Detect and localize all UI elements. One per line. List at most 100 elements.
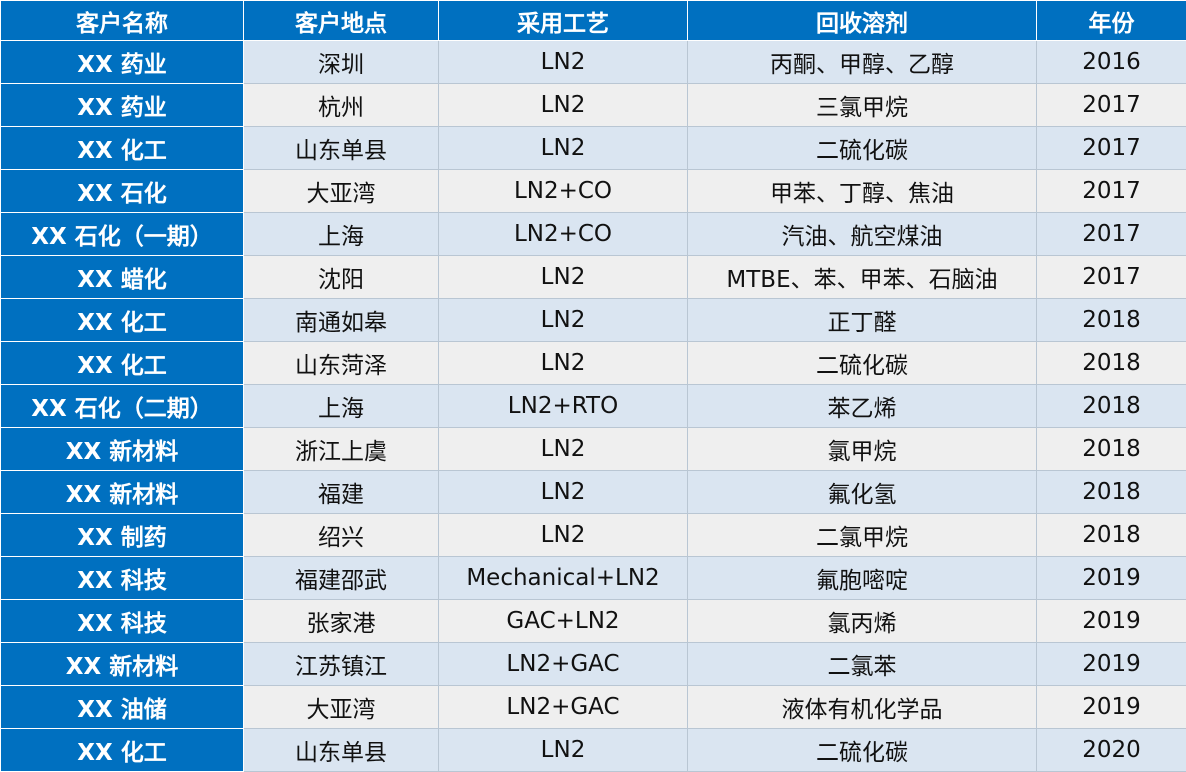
table-cell: 张家港	[244, 600, 439, 643]
customer-cell: XX 石化（一期）	[1, 213, 244, 256]
table-cell: 2018	[1037, 299, 1186, 342]
header-cell: 客户名称	[1, 1, 244, 41]
table-cell: 苯乙烯	[688, 385, 1037, 428]
table-cell: GAC+LN2	[439, 600, 688, 643]
table-cell: 甲苯、丁醇、焦油	[688, 170, 1037, 213]
table-cell: 二氯苯	[688, 643, 1037, 686]
customer-cell: XX 石化	[1, 170, 244, 213]
table-cell: 2017	[1037, 84, 1186, 127]
table-cell: 三氯甲烷	[688, 84, 1037, 127]
table-cell: 二硫化碳	[688, 729, 1037, 772]
customer-cell: XX 化工	[1, 342, 244, 385]
header-cell: 客户地点	[244, 1, 439, 41]
table-cell: LN2	[439, 127, 688, 170]
table-cell: LN2	[439, 41, 688, 84]
table-cell: 上海	[244, 385, 439, 428]
table-cell: 氟胞嘧啶	[688, 557, 1037, 600]
table-cell: 氯丙烯	[688, 600, 1037, 643]
table-cell: LN2	[439, 256, 688, 299]
table-cell: 杭州	[244, 84, 439, 127]
table-cell: LN2	[439, 514, 688, 557]
table-cell: 二硫化碳	[688, 127, 1037, 170]
table-cell: LN2+CO	[439, 213, 688, 256]
table-cell: 大亚湾	[244, 686, 439, 729]
customer-cell: XX 化工	[1, 299, 244, 342]
table-cell: 深圳	[244, 41, 439, 84]
table-cell: LN2	[439, 84, 688, 127]
customer-cell: XX 药业	[1, 41, 244, 84]
table-cell: 绍兴	[244, 514, 439, 557]
table-cell: 福建	[244, 471, 439, 514]
table-cell: 江苏镇江	[244, 643, 439, 686]
table-cell: 2018	[1037, 471, 1186, 514]
table-cell: Mechanical+LN2	[439, 557, 688, 600]
customer-cell: XX 油储	[1, 686, 244, 729]
customer-cell: XX 新材料	[1, 428, 244, 471]
customer-cell: XX 科技	[1, 557, 244, 600]
table-cell: LN2	[439, 471, 688, 514]
table-cell: 2019	[1037, 686, 1186, 729]
table-cell: LN2+CO	[439, 170, 688, 213]
table-cell: 山东单县	[244, 729, 439, 772]
customer-cell: XX 新材料	[1, 471, 244, 514]
table-cell: 二氯甲烷	[688, 514, 1037, 557]
table-cell: 2018	[1037, 342, 1186, 385]
header-cell: 回收溶剂	[688, 1, 1037, 41]
customer-cell: XX 化工	[1, 127, 244, 170]
table-cell: 2017	[1037, 170, 1186, 213]
table-cell: LN2	[439, 729, 688, 772]
table-cell: 2019	[1037, 643, 1186, 686]
table-cell: 上海	[244, 213, 439, 256]
table-cell: LN2+RTO	[439, 385, 688, 428]
customer-cell: XX 化工	[1, 729, 244, 772]
table-cell: 2017	[1037, 213, 1186, 256]
customer-cell: XX 科技	[1, 600, 244, 643]
table-cell: 2020	[1037, 729, 1186, 772]
table-cell: 2019	[1037, 600, 1186, 643]
table-cell: 浙江上虞	[244, 428, 439, 471]
customer-cell: XX 制药	[1, 514, 244, 557]
table-cell: LN2+GAC	[439, 686, 688, 729]
table-cell: 南通如皋	[244, 299, 439, 342]
table-cell: LN2	[439, 342, 688, 385]
table-cell: 山东单县	[244, 127, 439, 170]
table-cell: 正丁醛	[688, 299, 1037, 342]
table-cell: 福建邵武	[244, 557, 439, 600]
table-cell: 丙酮、甲醇、乙醇	[688, 41, 1037, 84]
header-cell: 年份	[1037, 1, 1186, 41]
header-cell: 采用工艺	[439, 1, 688, 41]
table-cell: 液体有机化学品	[688, 686, 1037, 729]
table-cell: MTBE、苯、甲苯、石脑油	[688, 256, 1037, 299]
table-cell: 沈阳	[244, 256, 439, 299]
table-cell: 氟化氢	[688, 471, 1037, 514]
table-cell: 2016	[1037, 41, 1186, 84]
table-cell: 汽油、航空煤油	[688, 213, 1037, 256]
table-cell: LN2	[439, 299, 688, 342]
table-cell: 2018	[1037, 385, 1186, 428]
table-cell: 二硫化碳	[688, 342, 1037, 385]
customer-cell: XX 石化（二期）	[1, 385, 244, 428]
customer-cell: XX 药业	[1, 84, 244, 127]
table-cell: 2018	[1037, 514, 1186, 557]
table-cell: LN2+GAC	[439, 643, 688, 686]
table-cell: LN2	[439, 428, 688, 471]
